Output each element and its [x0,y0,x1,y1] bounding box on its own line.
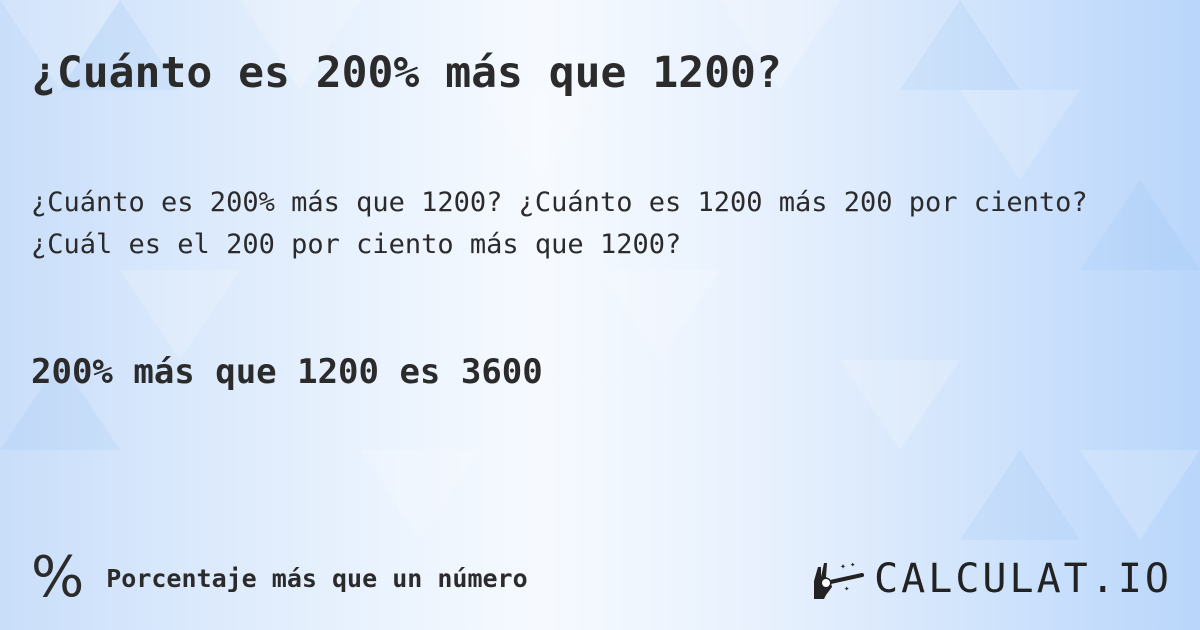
category-label: Porcentaje más que un número [106,563,528,593]
svg-text:✦: ✦ [840,561,846,572]
page-title: ¿Cuánto es 200% más que 1200? [31,48,782,98]
question-description: ¿Cuánto es 200% más que 1200? ¿Cuánto es… [31,187,1088,260]
answer-text: 200% más que 1200 es 3600 [31,352,543,392]
svg-text:✦: ✦ [850,560,856,570]
calculat-io-logo[interactable]: ✦ ✦ ✦ CALCULAT.IO [812,556,1172,602]
category-link[interactable]: % Porcentaje más que un número [31,550,528,606]
svg-text:✦: ✦ [844,584,850,594]
logo-text: CALCULAT.IO [874,556,1172,602]
percent-icon: % [31,545,85,610]
magic-hand-wand-icon: ✦ ✦ ✦ [814,560,865,599]
